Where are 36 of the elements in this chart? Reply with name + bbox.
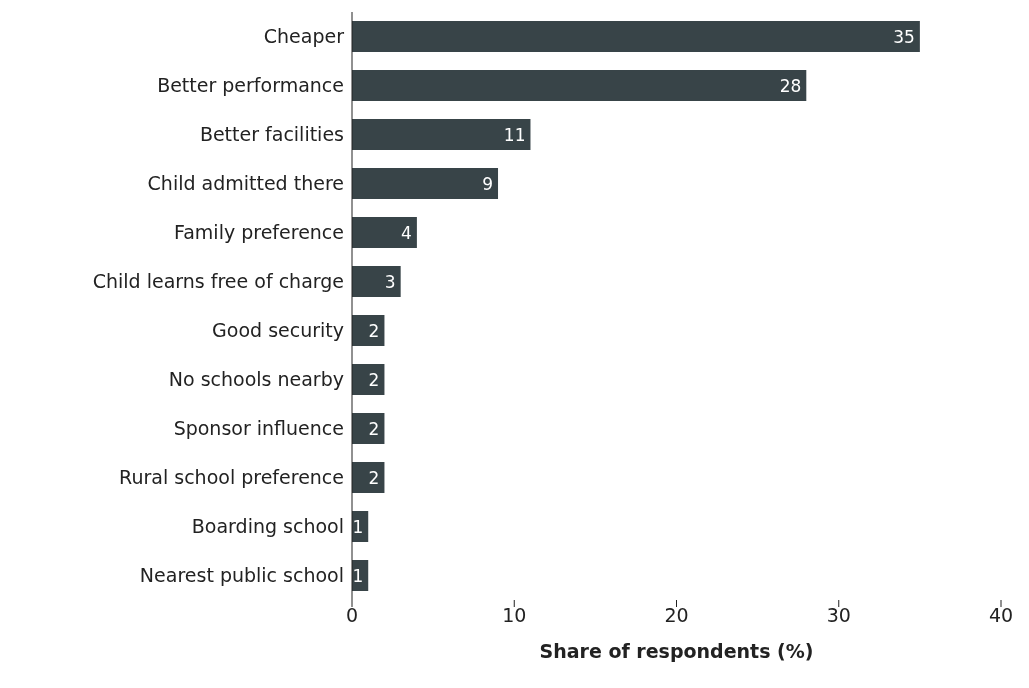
y-tick-label: Good security: [212, 319, 344, 342]
data-label: 2: [368, 369, 380, 390]
data-label: 1: [352, 516, 364, 537]
data-label: 9: [482, 173, 494, 194]
x-tick-label: 30: [826, 604, 851, 627]
bar: [352, 119, 531, 150]
data-label: 3: [384, 271, 396, 292]
x-tick-label: 10: [502, 604, 527, 627]
y-tick-label: Rural school preference: [119, 466, 344, 489]
x-tick-label: 20: [664, 604, 689, 627]
bar: [352, 266, 401, 297]
bar: [352, 168, 499, 199]
bar: [352, 217, 417, 248]
y-tick-label: Sponsor influence: [173, 417, 344, 440]
y-tick-label: Cheaper: [263, 25, 345, 48]
y-tick-label: Child admitted there: [147, 172, 344, 195]
y-tick-label: Better facilities: [199, 123, 344, 146]
y-tick-label: Boarding school: [191, 515, 344, 538]
y-tick-label: Family preference: [174, 221, 344, 244]
y-tick-label: Child learns free of charge: [92, 270, 344, 293]
x-tick-label: 0: [345, 604, 359, 627]
x-tick-label: 40: [988, 604, 1014, 627]
data-label: 35: [893, 26, 915, 47]
data-label: 2: [368, 467, 380, 488]
data-label: 11: [503, 124, 526, 145]
data-label: 2: [368, 320, 380, 341]
data-label: 4: [401, 222, 412, 243]
y-tick-label: No schools nearby: [168, 368, 344, 391]
data-label: 1: [352, 565, 364, 586]
y-tick-label: Better performance: [157, 74, 344, 97]
bar: [352, 21, 920, 52]
x-axis-title: Share of respondents (%): [539, 640, 814, 662]
bar: [352, 70, 807, 101]
data-label: 28: [779, 75, 802, 96]
y-tick-label: Nearest public school: [139, 564, 344, 587]
data-label: 2: [368, 418, 380, 439]
